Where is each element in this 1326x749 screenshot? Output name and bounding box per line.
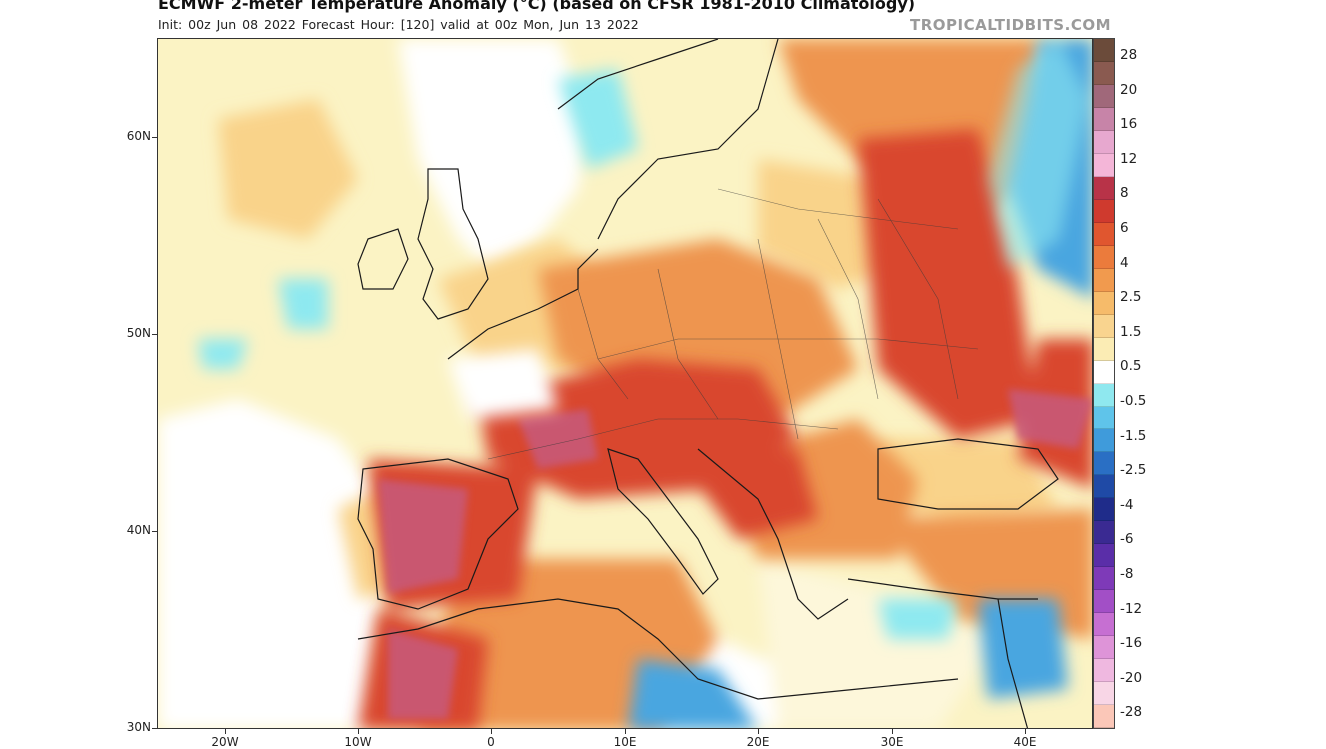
lon-tick [892,729,893,734]
lat-label: 30N [126,720,151,734]
lon-tick [625,729,626,734]
colorbar-segment [1094,636,1114,660]
lat-tick [152,137,157,138]
colorbar-label: -8 [1120,566,1134,582]
lat-tick [152,728,157,729]
colorbar-segment [1094,429,1114,453]
lat-label: 50N [126,326,151,340]
colorbar-label: -0.5 [1120,393,1147,409]
colorbar-segment [1094,406,1114,430]
colorbar-label: -4 [1120,496,1134,513]
colorbar-label: 0.5 [1120,358,1142,375]
colorbar-segment [1094,705,1114,729]
colorbar-segment [1094,245,1114,269]
colorbar-label: 4 [1120,254,1129,271]
colorbar-label: 6 [1120,220,1129,236]
colorbar-segment [1094,84,1114,108]
lon-label: 20W [211,735,239,749]
colorbar-segment [1094,337,1114,361]
colorbar-label: 8 [1120,185,1129,202]
colorbar-segment [1094,383,1114,407]
colorbar-segment [1094,176,1114,200]
chart-subtitle: Init: 00z Jun 08 2022 Forecast Hour: [12… [158,17,639,32]
colorbar-segment [1094,61,1114,85]
neutral-anomaly-zones [158,39,998,728]
colorbar-segment [1094,107,1114,131]
colorbar-label: 2.5 [1120,289,1142,306]
lon-tick [1025,729,1026,734]
colorbar-label: 16 [1120,116,1138,133]
colorbar-segment [1094,291,1114,315]
colorbar-segment [1094,452,1114,476]
colorbar-segment [1094,659,1114,683]
colorbar-segment [1094,268,1114,292]
colorbar-segment [1094,314,1114,338]
lon-label: 0 [487,735,495,749]
colorbar-label: 12 [1120,150,1138,167]
colorbar-segment [1094,521,1114,545]
lon-tick [758,729,759,734]
lon-label: 30E [880,735,904,749]
colorbar [1093,38,1115,729]
colorbar-segment [1094,222,1114,246]
lon-tick [358,729,359,734]
colorbar-segment [1094,613,1114,637]
colorbar-label: -16 [1120,635,1143,652]
lon-label: 10W [344,735,372,749]
colorbar-segment [1094,153,1114,177]
colorbar-segment [1094,39,1114,62]
very-hot-areas [378,389,1092,719]
colorbar-segment [1094,567,1114,591]
colorbar-segment [1094,199,1114,223]
cool-anomaly-areas [198,39,1092,728]
lat-label: 60N [126,129,151,143]
colorbar-segment [1094,360,1114,384]
colorbar-label: -28 [1120,704,1143,721]
colorbar-segment [1094,544,1114,568]
colorbar-label: -6 [1120,531,1134,548]
colorbar-segment [1094,475,1114,499]
colorbar-label: -20 [1120,669,1143,686]
colorbar-segment [1094,590,1114,614]
colorbar-label: -12 [1120,600,1143,617]
lat-tick [152,531,157,532]
colorbar-segment [1094,682,1114,706]
coastlines [357,39,1059,728]
colorbar-label: -1.5 [1120,427,1147,444]
colorbar-label: 28 [1120,47,1138,63]
lon-label: 10E [613,735,637,749]
lon-label: 40E [1013,735,1037,749]
colorbar-segment [1094,498,1114,522]
map-canvas [158,39,1092,728]
colorbar-label: 20 [1120,81,1138,98]
chart-title: ECMWF 2-meter Temperature Anomaly (°C) (… [158,0,916,13]
country-borders [487,188,979,460]
colorbar-segment [1094,130,1114,154]
anomaly-map [157,38,1093,729]
lat-label: 40N [126,523,151,537]
colorbar-label: 1.5 [1120,323,1142,340]
lat-tick [152,334,157,335]
brand-watermark: TROPICALTIDBITS.COM [910,16,1111,34]
colorbar-label: -2.5 [1120,462,1147,479]
lon-label: 20E [746,735,770,749]
lon-tick [491,729,492,734]
lon-tick [225,729,226,734]
